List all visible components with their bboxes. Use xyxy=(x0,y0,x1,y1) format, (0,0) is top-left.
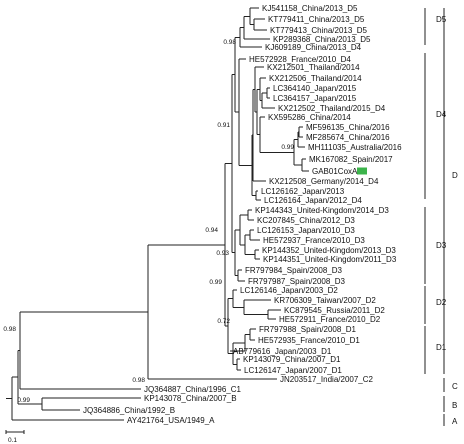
tip-label: KX212508_Germany/2014_D4 xyxy=(269,177,379,186)
bootstrap-value: 0.93 xyxy=(216,250,229,257)
tip-label: KT779413_China/2013_D5 xyxy=(270,26,368,35)
bootstrap-value: 0.91 xyxy=(217,122,230,129)
tree-marks xyxy=(5,8,445,434)
scale-label: 0.1 xyxy=(8,437,17,444)
tip-label: HE572937_France/2010_D3 xyxy=(263,236,365,245)
subgroup-label: D1 xyxy=(436,343,447,352)
tip-label: KX212501_Thailand/2014 xyxy=(267,63,360,72)
bootstrap-value: 0.99 xyxy=(17,397,30,404)
tip-label: KX212502_Thailand/2015_D4 xyxy=(278,104,386,113)
tip-label: KX595286_China/2014 xyxy=(268,113,351,122)
genotype-label: D xyxy=(452,171,458,180)
genotype-label: B xyxy=(452,401,457,410)
tip-label: KR706309_Taiwan/2007_D2 xyxy=(274,296,376,305)
tip-label: MK167082_Spain/2017 xyxy=(309,155,393,164)
tip-label: KJ609189_China/2013_D4 xyxy=(265,43,362,52)
tip-label: KJ541158_China/2013_D5 xyxy=(262,4,358,13)
bootstrap-value: 0.99 xyxy=(209,279,222,286)
bootstrap-value: 0.94 xyxy=(205,227,218,234)
tree-labels: KJ541158_China/2013_D5 KT779411_China/201… xyxy=(3,4,458,444)
tip-label: FR797984_Spain/2008_D3 xyxy=(245,266,343,275)
subgroup-label: D4 xyxy=(436,110,447,119)
genotype-label: C xyxy=(452,382,458,391)
tip-label: KP144343_United-Kingdom/2014_D3 xyxy=(255,206,389,215)
tip-label: JN203517_India/2007_C2 xyxy=(280,375,374,384)
tip-label: KC207845_China/2012_D3 xyxy=(257,216,355,225)
tip-label: KC879545_Russia/2011_D2 xyxy=(284,306,385,315)
tip-label: LC126153_Japan/2010_D3 xyxy=(257,226,355,235)
tip-label: KP144351_United-Kingdom/2011_D3 xyxy=(263,255,397,264)
tree-branches xyxy=(6,7,309,421)
tip-label: LC126147_Japan/2007_D1 xyxy=(244,366,342,375)
tip-label: HE572928_France/2010_D4 xyxy=(249,55,351,64)
bootstrap-value: 0.98 xyxy=(132,377,145,384)
tip-label: KP143078_China/2007_B xyxy=(144,394,237,403)
tip-label: LC364157_Japan/2015 xyxy=(273,94,357,103)
bootstrap-value: 0.98 xyxy=(3,326,16,333)
tip-label: FR797988_Spain/2008_D1 xyxy=(259,325,357,334)
tip-label: LC126162_Japan/2013 xyxy=(261,187,345,196)
subgroup-label: D2 xyxy=(436,298,447,307)
tip-label: MF285674_China/2016 xyxy=(306,133,390,142)
genotype-label: A xyxy=(452,417,458,426)
tip-label: FR797987_Spain/2008_D3 xyxy=(248,277,346,286)
bootstrap-value: 0.98 xyxy=(223,39,236,46)
tip-label: MH111035_Australia/2016 xyxy=(308,143,402,152)
tip-label: JQ364886_China/1992_B xyxy=(83,406,175,415)
tip-label: KT779411_China/2013_D5 xyxy=(268,15,365,24)
tip-label: GAB01CoxA xyxy=(312,167,358,176)
tip-label: KP289368_China/2013_D5 xyxy=(273,35,371,44)
tip-label: JQ364887_China/1996_C1 xyxy=(144,385,242,394)
subgroup-label: D5 xyxy=(436,15,447,24)
tip-label: LC364140_Japan/2015 xyxy=(273,84,357,93)
tip-label: AY421764_USA/1949_A xyxy=(127,416,215,425)
tip-label: HE572911_France/2010_D2 xyxy=(279,315,381,324)
bootstrap-value: 0.72 xyxy=(217,318,230,325)
tip-label: KP144352_United-Kingdom/2013_D3 xyxy=(262,246,396,255)
tip-label: AB779616_Japan/2003_D1 xyxy=(233,347,332,356)
tip-label: LC126164_Japan/2012_D4 xyxy=(264,196,362,205)
subgroup-label: D3 xyxy=(436,241,447,250)
highlight-marker xyxy=(357,167,367,175)
tip-label: MF596135_China/2016 xyxy=(306,123,390,132)
tip-label: KX212506_Thailand/2014 xyxy=(269,74,362,83)
tip-label: HE572935_France/2010_D1 xyxy=(258,336,360,345)
bootstrap-value: 0.99 xyxy=(281,144,294,151)
tip-label: LC126146_Japan/2003_D2 xyxy=(240,286,338,295)
tip-label: KP143079_China/2007_D1 xyxy=(243,355,341,364)
